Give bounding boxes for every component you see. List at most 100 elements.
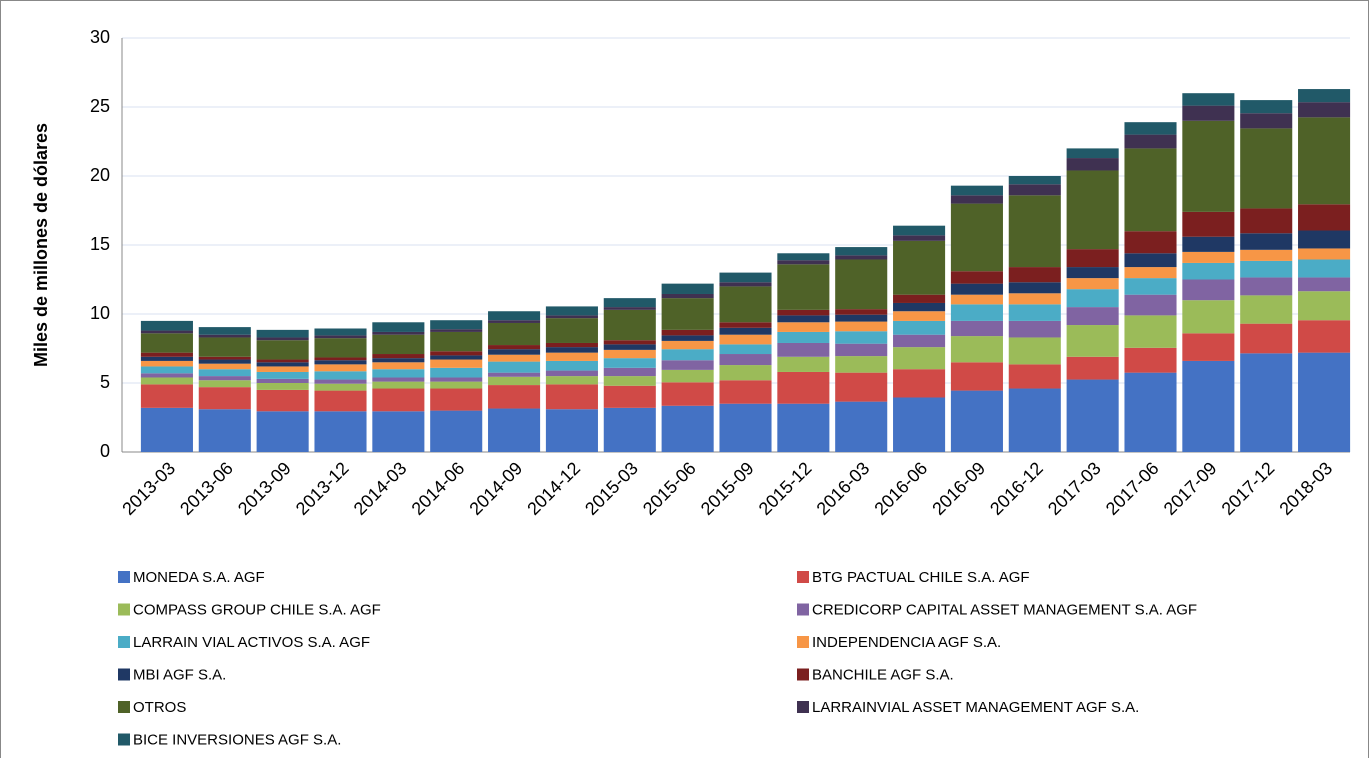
bar-segment [603, 358, 656, 368]
bar-segment [661, 283, 714, 294]
bar-segment [777, 342, 830, 357]
y-tick-label: 5 [100, 372, 110, 392]
bar-segment [777, 315, 830, 323]
bar-segment [893, 225, 946, 236]
bar-segment [950, 362, 1003, 391]
bar-segment [430, 377, 483, 382]
x-tick-label: 2013-03 [118, 458, 179, 519]
bar-segment [372, 354, 425, 359]
bar-segment [198, 369, 251, 377]
bar-segment [950, 271, 1003, 284]
bar-segment [372, 358, 425, 363]
bar-segment [1182, 211, 1235, 237]
y-tick-label: 10 [90, 303, 110, 323]
bar-segment [1008, 184, 1061, 196]
bar-segment [430, 367, 483, 378]
bar-segment [1240, 128, 1293, 209]
x-tick-label: 2015-06 [639, 458, 700, 519]
bar-segment [719, 354, 772, 366]
bar-segment [950, 304, 1003, 321]
bar-segment [488, 385, 541, 409]
bar-segment [256, 337, 309, 341]
legend-swatch [118, 701, 130, 713]
bar-segment [777, 403, 830, 452]
bar-segment [1008, 176, 1061, 185]
bar-segment [1240, 208, 1293, 234]
legend-label: INDEPENDENCIA AGF S.A. [812, 634, 1001, 651]
bar-segment [198, 356, 251, 360]
y-tick-label: 15 [90, 234, 110, 254]
bar-segment [256, 371, 309, 379]
bar-segment [661, 369, 714, 383]
bar-segment [198, 380, 251, 388]
bar-segment [1240, 277, 1293, 296]
legend-swatch [797, 668, 809, 681]
bar-segment [372, 381, 425, 389]
bar-segment [1124, 148, 1177, 232]
bar-segment [545, 376, 598, 385]
bar-segment [1298, 291, 1351, 321]
x-tick-label: 2013-09 [234, 458, 295, 519]
bar-segment [1240, 295, 1293, 324]
bar-segment [545, 370, 598, 377]
bar-segment [1240, 233, 1293, 250]
bar-segment [1240, 323, 1293, 354]
bar-segment [545, 318, 598, 343]
bar-segment [1008, 320, 1061, 338]
bar-segment [314, 338, 367, 358]
bar-segment [314, 364, 367, 372]
legend-label: MONEDA S.A. AGF [133, 569, 265, 586]
bar-segment [719, 286, 772, 323]
bar-segment [1124, 372, 1177, 452]
bar-segment [372, 411, 425, 452]
bar-segment [1182, 93, 1235, 106]
bar-segment [1066, 148, 1119, 159]
bar-segment [488, 361, 541, 373]
bar-segment [1008, 195, 1061, 268]
bar-segment [950, 320, 1003, 337]
bar-segment [1124, 134, 1177, 149]
bar-segment [893, 294, 946, 303]
bar-segment [1066, 170, 1119, 250]
legend-label: LARRAINVIAL ASSET MANAGEMENT AGF S.A. [812, 699, 1139, 716]
bar-segment [1066, 379, 1119, 452]
bar-segment [1066, 278, 1119, 290]
bar-segment [430, 331, 483, 352]
x-tick-label: 2013-06 [176, 458, 237, 519]
bar-segment [488, 376, 541, 386]
bar-segment [1008, 267, 1061, 283]
bar-segment [1066, 249, 1119, 268]
bar-segment [430, 388, 483, 411]
bar-segment [1182, 262, 1235, 280]
x-tick-label: 2017-09 [1160, 458, 1221, 519]
bar-segment [1298, 204, 1351, 231]
bar-segment [719, 322, 772, 328]
bar-segment [1240, 113, 1293, 129]
bar-segment [835, 321, 888, 332]
bar-segment [545, 315, 598, 319]
bar-segment [256, 362, 309, 367]
legend-label: BICE INVERSIONES AGF S.A. [133, 731, 341, 748]
bar-segment [719, 282, 772, 287]
bar-segment [430, 410, 483, 452]
bar-segment [835, 343, 888, 357]
bar-segment [893, 235, 946, 241]
bar-segment [1298, 259, 1351, 278]
x-tick-label: 2016-03 [813, 458, 874, 519]
bar-segment [777, 371, 830, 404]
bar-segment [661, 335, 714, 341]
x-tick-label: 2014-03 [350, 458, 411, 519]
bar-segment [603, 340, 656, 345]
x-tick-label: 2017-03 [1044, 458, 1105, 519]
x-tick-label: 2014-12 [523, 458, 584, 519]
legend-label: BTG PACTUAL CHILE S.A. AGF [812, 569, 1030, 586]
bar-segment [140, 352, 193, 357]
bar-segment [661, 405, 714, 452]
bar-segment [1124, 122, 1177, 135]
bar-segment [1298, 352, 1351, 452]
bar-segment [140, 377, 193, 385]
bar-segment [777, 253, 830, 261]
bar-segment [950, 185, 1003, 196]
x-tick-label: 2014-09 [465, 458, 526, 519]
